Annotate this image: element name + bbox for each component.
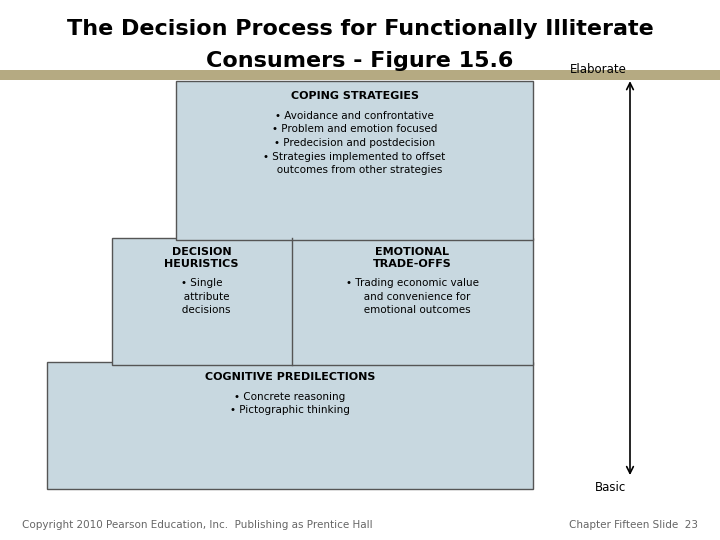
Bar [112,238,533,364]
Text: EMOTIONAL
TRADE-OFFS: EMOTIONAL TRADE-OFFS [373,247,451,269]
Text: • Single
   attribute
   decisions: • Single attribute decisions [172,278,231,315]
Text: The Decision Process for Functionally Illiterate: The Decision Process for Functionally Il… [67,19,653,39]
Text: Basic: Basic [595,481,626,494]
Text: Copyright 2010 Pearson Education, Inc.  Publishing as Prentice Hall: Copyright 2010 Pearson Education, Inc. P… [22,520,372,530]
Text: • Concrete reasoning
• Pictographic thinking: • Concrete reasoning • Pictographic thin… [230,392,350,415]
Text: Elaborate: Elaborate [570,63,626,76]
Bar [176,81,533,240]
Text: Chapter Fifteen Slide  23: Chapter Fifteen Slide 23 [570,520,698,530]
Text: COGNITIVE PREDILECTIONS: COGNITIVE PREDILECTIONS [204,372,375,382]
Text: COPING STRATEGIES: COPING STRATEGIES [291,91,418,101]
Text: Consumers - Figure 15.6: Consumers - Figure 15.6 [207,51,513,71]
Text: DECISION
HEURISTICS: DECISION HEURISTICS [164,247,239,269]
Bar [0,70,720,80]
Text: • Trading economic value
   and convenience for
   emotional outcomes: • Trading economic value and convenience… [346,278,479,315]
Text: • Avoidance and confrontative
• Problem and emotion focused
• Predecision and po: • Avoidance and confrontative • Problem … [264,111,446,175]
Bar [47,362,533,489]
